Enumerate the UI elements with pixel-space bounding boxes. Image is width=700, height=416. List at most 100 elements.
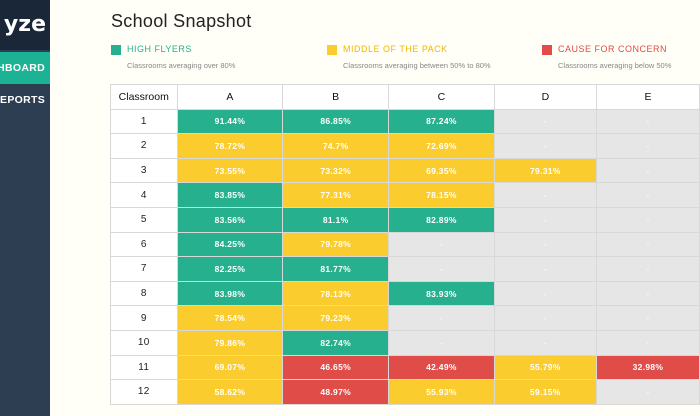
score-cell[interactable]: 59.15% [493,379,597,405]
score-cell[interactable]: 86.85% [282,108,390,135]
column-header-e[interactable]: E [595,84,700,110]
score-cell[interactable]: - [388,231,495,258]
legend-description: Classrooms averaging between 50% to 80% [343,61,491,70]
table-row: 11 69.07% 46.65% 42.49% 55.79% 32.98% [110,354,700,381]
classroom-cell: 8 [110,280,178,307]
classroom-cell: 9 [110,305,178,331]
score-cell[interactable]: 55.79% [493,354,597,381]
classroom-cell: 2 [110,133,178,159]
table-row: 5 83.56% 81.1% 82.89% - - [110,206,700,233]
score-cell[interactable]: 79.86% [176,329,284,356]
column-header-a[interactable]: A [176,84,284,110]
classroom-cell: 12 [110,379,178,405]
score-cell[interactable]: 72.69% [388,133,495,159]
classroom-cell: 3 [110,157,178,184]
score-cell[interactable]: - [388,329,495,356]
score-cell[interactable]: 69.35% [388,157,495,184]
score-cell[interactable]: 73.55% [176,157,284,184]
score-cell[interactable]: 79.23% [282,305,390,331]
score-cell[interactable]: - [388,305,495,331]
score-cell[interactable]: 73.32% [282,157,390,184]
table-row: 8 83.98% 78.13% 83.93% - - [110,280,700,307]
app-logo[interactable]: yze [0,0,50,50]
score-cell[interactable]: 48.97% [282,379,390,405]
score-cell[interactable]: - [493,280,597,307]
sidebar-item-label: SHBOARD [0,62,45,74]
column-header-d[interactable]: D [493,84,597,110]
page-title: School Snapshot [111,11,252,31]
score-cell[interactable]: 79.78% [282,231,390,258]
score-cell[interactable]: - [493,231,597,258]
score-cell[interactable]: - [595,133,700,159]
score-cell[interactable]: 78.13% [282,280,390,307]
score-cell[interactable]: - [493,206,597,233]
score-cell[interactable]: - [595,379,700,405]
score-cell[interactable]: 81.1% [282,206,390,233]
score-cell[interactable]: 83.98% [176,280,284,307]
score-cell[interactable]: 55.93% [388,379,495,405]
classroom-cell: 5 [110,206,178,233]
score-cell[interactable]: - [595,206,700,233]
score-cell[interactable]: 78.72% [176,133,284,159]
legend-swatch-green [111,45,121,55]
legend-description: Classrooms averaging below 50% [558,61,672,70]
score-cell[interactable]: 79.31% [493,157,597,184]
score-cell[interactable]: - [493,108,597,135]
table-row: 6 84.25% 79.78% - - - [110,231,700,258]
table-row: 10 79.86% 82.74% - - - [110,329,700,356]
score-cell[interactable]: 69.07% [176,354,284,381]
score-cell[interactable]: - [595,280,700,307]
score-cell[interactable]: 83.56% [176,206,284,233]
score-cell[interactable]: 91.44% [176,108,284,135]
table-row: 3 73.55% 73.32% 69.35% 79.31% - [110,157,700,184]
score-cell[interactable]: 82.89% [388,206,495,233]
column-header-classroom[interactable]: Classroom [110,84,178,110]
sidebar-item-label: REPORTS [0,94,45,106]
score-cell[interactable]: 82.74% [282,329,390,356]
table-row: 7 82.25% 81.77% - - - [110,256,700,282]
score-cell[interactable]: 82.25% [176,256,284,282]
score-cell[interactable]: - [493,256,597,282]
score-cell[interactable]: - [388,256,495,282]
score-cell[interactable]: - [595,305,700,331]
score-cell[interactable]: - [595,231,700,258]
score-cell[interactable]: - [595,182,700,208]
classroom-cell: 11 [110,354,178,381]
score-cell[interactable]: 83.85% [176,182,284,208]
score-cell[interactable]: - [595,256,700,282]
legend-label: HIGH FLYERS [127,44,192,54]
table-row: 2 78.72% 74.7% 72.69% - - [110,133,700,159]
score-cell[interactable]: - [493,305,597,331]
score-cell[interactable]: 32.98% [595,354,700,381]
classroom-cell: 4 [110,182,178,208]
sidebar: yze SHBOARD REPORTS [0,0,50,416]
column-header-b[interactable]: B [282,84,390,110]
legend-swatch-red [542,45,552,55]
score-cell[interactable]: 78.54% [176,305,284,331]
score-cell[interactable]: 42.49% [388,354,495,381]
score-cell[interactable]: 81.77% [282,256,390,282]
table-row: 9 78.54% 79.23% - - - [110,305,700,331]
score-cell[interactable]: - [493,329,597,356]
score-cell[interactable]: 46.65% [282,354,390,381]
score-cell[interactable]: - [493,133,597,159]
score-cell[interactable]: 84.25% [176,231,284,258]
score-cell[interactable]: 87.24% [388,108,495,135]
table-row: 4 83.85% 77.31% 78.15% - - [110,182,700,208]
legend-label: CAUSE FOR CONCERN [558,44,668,54]
score-cell[interactable]: - [493,182,597,208]
score-cell[interactable]: 77.31% [282,182,390,208]
score-cell[interactable]: - [595,108,700,135]
sidebar-item-reports[interactable]: REPORTS [0,84,50,116]
score-cell[interactable]: - [595,329,700,356]
score-cell[interactable]: 58.62% [176,379,284,405]
score-cell[interactable]: 74.7% [282,133,390,159]
legend-swatch-yellow [327,45,337,55]
score-cell[interactable]: - [595,157,700,184]
legend-description: Classrooms averaging over 80% [127,61,236,70]
score-cell[interactable]: 83.93% [388,280,495,307]
column-header-c[interactable]: C [388,84,495,110]
score-cell[interactable]: 78.15% [388,182,495,208]
sidebar-item-dashboard[interactable]: SHBOARD [0,52,50,84]
legend-label: MIDDLE OF THE PACK [343,44,448,54]
